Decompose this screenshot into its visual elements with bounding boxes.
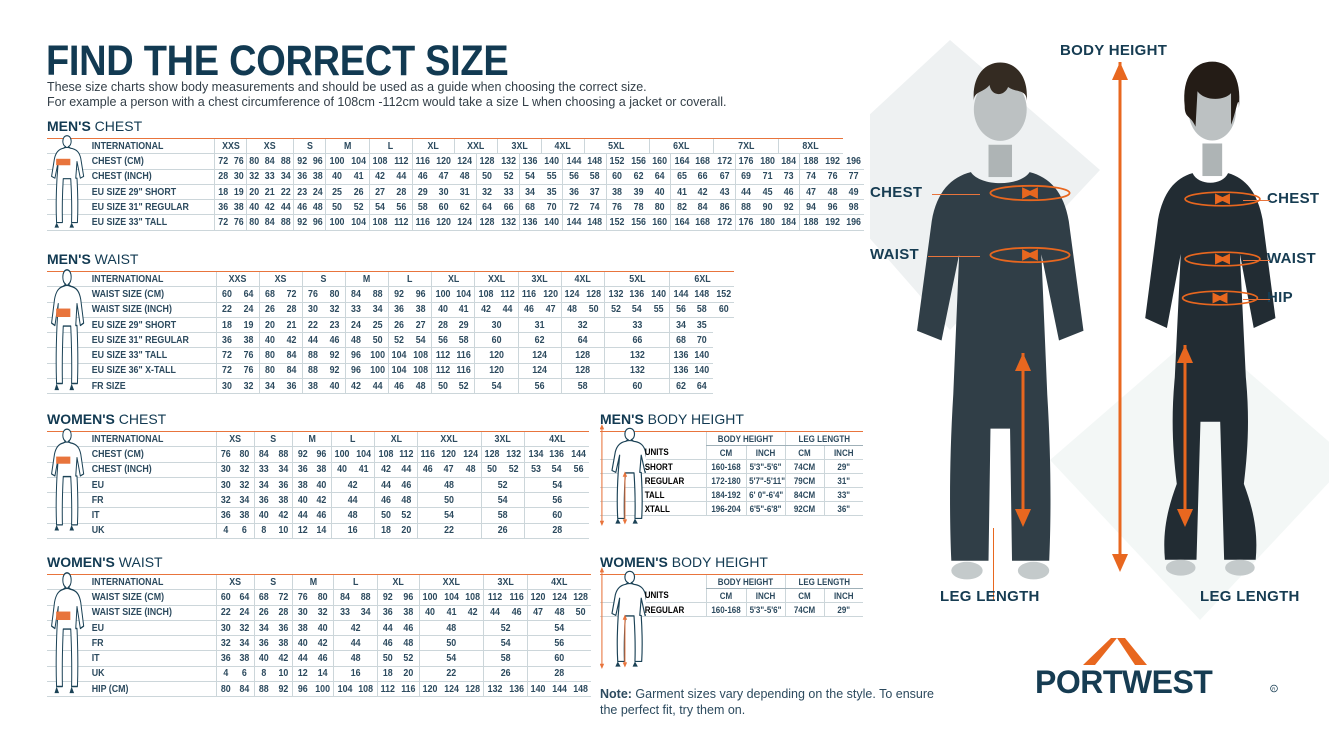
svg-text:R: R bbox=[1272, 687, 1276, 692]
svg-text:PORTWEST: PORTWEST bbox=[1035, 664, 1213, 698]
